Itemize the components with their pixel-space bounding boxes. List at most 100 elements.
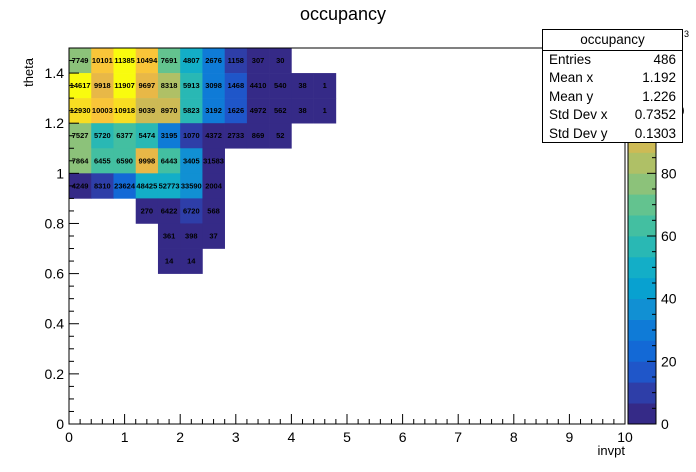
y-tick-label: 0.8 xyxy=(45,215,65,231)
cell-label: 3405 xyxy=(183,156,200,165)
colorbar-segment xyxy=(628,382,656,404)
cell-label: 10494 xyxy=(136,56,158,65)
colorbar-segment xyxy=(628,236,656,258)
stats-label: Std Dev x xyxy=(549,107,608,123)
heatmap-cell xyxy=(202,48,225,74)
y-tick-label: 1.2 xyxy=(45,115,65,131)
x-tick-label: 7 xyxy=(454,429,462,445)
heatmap-cell xyxy=(313,73,337,99)
heatmap-cell xyxy=(157,198,181,224)
heatmap-cell xyxy=(180,123,203,149)
heatmap-cell xyxy=(91,148,114,174)
cell-label: 6720 xyxy=(183,206,200,215)
heatmap-cell xyxy=(69,173,92,199)
heatmap-cell xyxy=(69,98,92,124)
stats-row-std-x: Std Dev x 0.7352 xyxy=(543,106,682,124)
cell-label: 52 xyxy=(276,131,284,140)
stats-value: 486 xyxy=(653,52,676,67)
heatmap-cell xyxy=(202,98,225,124)
cell-label: 9998 xyxy=(138,156,155,165)
cell-label: 4807 xyxy=(183,56,200,65)
cell-label: 568 xyxy=(207,206,220,215)
heatmap-cell xyxy=(224,123,248,149)
heatmap-cell xyxy=(313,98,337,124)
z-tick-label: 80 xyxy=(661,165,677,181)
cell-label: 4372 xyxy=(205,131,222,140)
heatmap-cell xyxy=(202,223,225,249)
cell-label: 4972 xyxy=(250,106,267,115)
x-axis-label: invpt xyxy=(598,443,626,458)
x-tick-label: 4 xyxy=(288,429,296,445)
x-tick-label: 3 xyxy=(232,429,240,445)
cell-label: 3192 xyxy=(205,106,222,115)
heatmap-cell xyxy=(269,73,292,99)
cell-label: 7527 xyxy=(72,131,89,140)
heatmap-cell xyxy=(224,98,248,124)
cell-label: 14 xyxy=(165,257,174,266)
x-tick-label: 5 xyxy=(343,429,351,445)
cell-label: 6443 xyxy=(161,156,178,165)
cell-label: 540 xyxy=(274,81,287,90)
cell-label: 10101 xyxy=(92,56,113,65)
stats-value: 0.1303 xyxy=(634,125,676,141)
heatmap-cell xyxy=(135,48,159,74)
heatmap-cell xyxy=(157,173,181,199)
cell-label: 2004 xyxy=(205,181,223,190)
stats-value: 1.192 xyxy=(642,70,676,86)
cell-label: 5823 xyxy=(183,106,200,115)
heatmap-cell xyxy=(113,98,137,124)
colorbar-segment xyxy=(628,403,656,425)
cell-label: 14617 xyxy=(70,81,91,90)
cell-label: 8310 xyxy=(94,181,111,190)
heatmap-cell xyxy=(180,48,203,74)
heatmap-cell xyxy=(224,48,248,74)
cell-label: 3195 xyxy=(161,131,178,140)
heatmap-cell xyxy=(246,48,270,74)
heatmap-cell xyxy=(224,73,248,99)
cell-label: 30 xyxy=(276,56,284,65)
cell-label: 38 xyxy=(298,106,306,115)
heatmap-cell xyxy=(157,98,181,124)
cell-label: 6590 xyxy=(116,156,133,165)
y-tick-label: 0 xyxy=(56,416,64,432)
z-tick-label: 60 xyxy=(661,228,677,244)
cell-label: 2733 xyxy=(227,131,244,140)
colorbar-segment xyxy=(628,340,656,362)
heatmap-cell xyxy=(246,123,270,149)
cell-label: 1070 xyxy=(183,131,200,140)
colorbar-segment xyxy=(628,277,656,300)
heatmap-cell xyxy=(157,223,181,249)
heatmap-cell xyxy=(180,248,203,274)
heatmap-cell xyxy=(180,198,203,224)
y-tick-label: 1 xyxy=(56,165,64,181)
heatmap-cell xyxy=(69,48,92,74)
heatmap-cell xyxy=(91,73,114,99)
stats-value: 1.226 xyxy=(642,88,676,104)
heatmap-cell xyxy=(246,73,270,99)
cell-label: 11907 xyxy=(114,81,134,90)
stats-row-entries: Entries 486 xyxy=(543,51,682,69)
cell-label: 4410 xyxy=(250,81,267,90)
cell-label: 2676 xyxy=(205,56,222,65)
heatmap-cell xyxy=(180,223,203,249)
cell-label: 8970 xyxy=(161,106,178,115)
colorbar-segment xyxy=(628,361,656,383)
x-tick-label: 0 xyxy=(65,429,73,445)
cell-label: 361 xyxy=(163,232,176,241)
cell-label: 1626 xyxy=(227,106,244,115)
z-tick-label: 0 xyxy=(661,416,669,432)
heatmap-cell xyxy=(157,148,181,174)
heatmap-cell xyxy=(202,148,225,174)
x-tick-label: 9 xyxy=(566,429,574,445)
y-tick-label: 0.2 xyxy=(45,366,65,382)
heatmap-cell xyxy=(269,48,292,74)
cell-label: 6455 xyxy=(94,156,111,165)
heatmap-cell xyxy=(135,98,159,124)
heatmap-cell xyxy=(202,123,225,149)
heatmap-cell xyxy=(91,98,114,124)
stats-label: Mean y xyxy=(549,88,594,104)
heatmap-cell xyxy=(246,98,270,124)
heatmap-cell xyxy=(113,48,137,74)
cell-label: 869 xyxy=(252,131,265,140)
cell-label: 9039 xyxy=(138,106,155,115)
